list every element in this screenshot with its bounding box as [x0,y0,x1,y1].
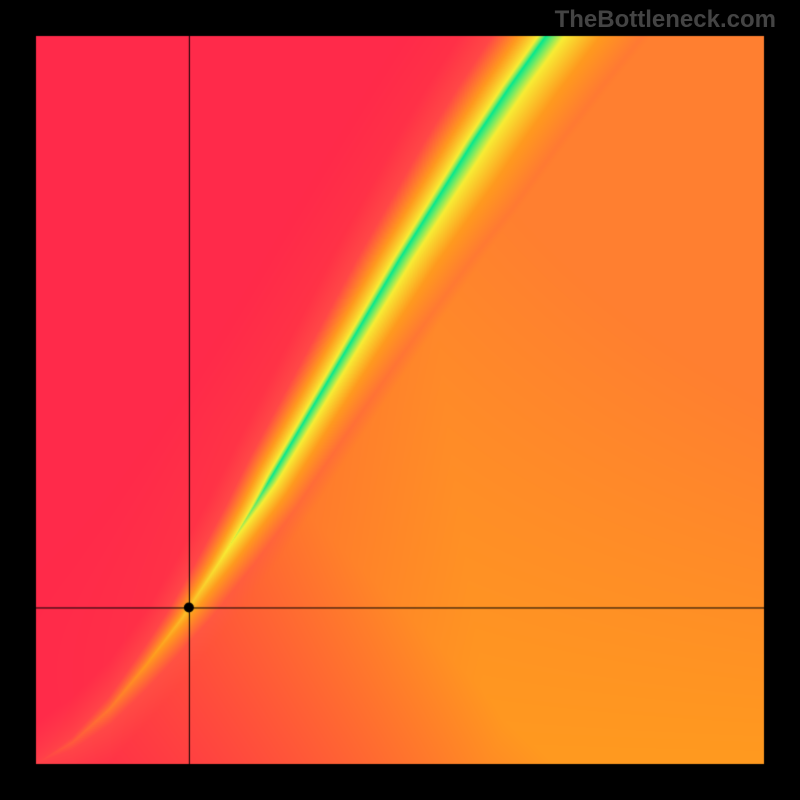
bottleneck-heatmap-canvas [0,0,800,800]
bottleneck-heatmap-container: { "watermark": "TheBottleneck.com", "hea… [0,0,800,800]
